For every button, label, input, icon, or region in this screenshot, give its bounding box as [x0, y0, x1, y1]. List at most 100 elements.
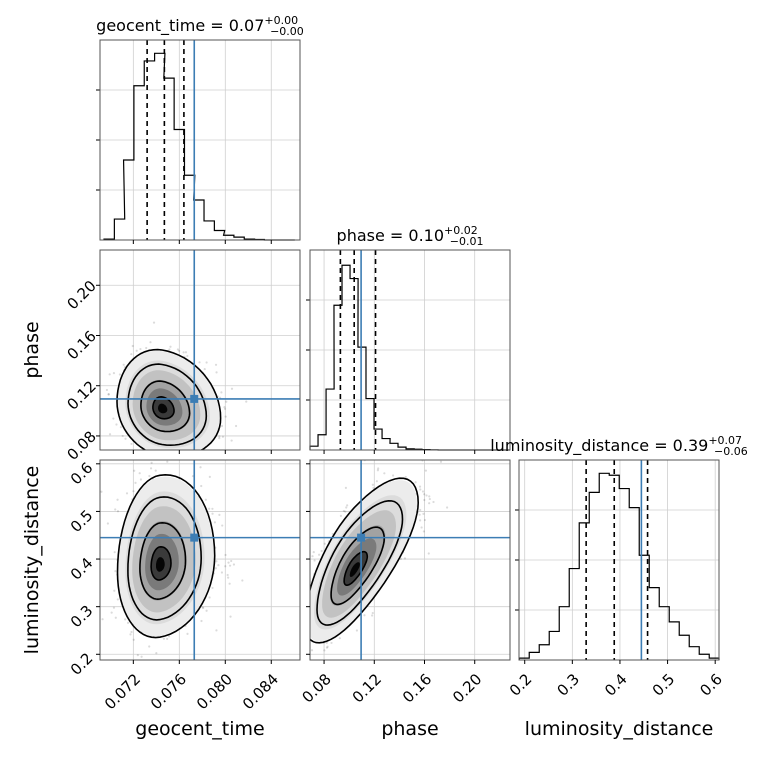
sample-point: [100, 490, 103, 493]
y-axis-label-phase: phase: [21, 321, 43, 378]
sample-point: [420, 526, 423, 529]
sample-point: [126, 621, 130, 624]
sample-point: [205, 361, 208, 364]
sample-point: [230, 439, 233, 442]
sample-point: [422, 512, 425, 516]
sample-point: [200, 484, 203, 488]
sample-point: [112, 606, 116, 609]
sample-point: [215, 371, 218, 374]
sample-point: [305, 600, 307, 602]
contour-line-3: [310, 477, 420, 644]
sample-point: [176, 348, 180, 351]
x-axis-label-geocent_time: geocent_time: [135, 718, 264, 740]
sample-point: [305, 661, 307, 663]
sample-point: [428, 497, 431, 501]
sample-point: [344, 486, 347, 489]
sample-point: [229, 615, 232, 618]
sample-point: [215, 560, 218, 563]
sample-point: [122, 363, 125, 366]
sample-point: [226, 573, 229, 577]
sample-point: [114, 616, 117, 619]
contour-line-3: [116, 473, 216, 639]
sample-point: [423, 493, 426, 496]
sample-point: [425, 494, 428, 497]
sample-point: [323, 649, 326, 652]
sample-point: [445, 506, 449, 509]
panel-title-phase: phase = 0.10+0.02 −0.01: [337, 224, 484, 248]
sample-point: [208, 507, 211, 510]
sample-point: [245, 400, 248, 403]
sample-point: [130, 442, 133, 446]
sample-point: [115, 423, 118, 426]
sample-point: [211, 512, 214, 515]
x-tick-label-luminosity_distance: 0.2: [506, 670, 536, 700]
sample-point: [215, 629, 218, 632]
density-level-6: [349, 562, 360, 577]
sample-point: [303, 629, 305, 631]
sample-point: [208, 596, 211, 599]
sample-point: [185, 452, 187, 454]
x-tick-label-phase: 0.20: [449, 670, 485, 706]
sample-point: [136, 654, 139, 657]
sample-point: [428, 502, 431, 505]
panel-frame: [99, 459, 301, 661]
sample-point: [218, 513, 221, 516]
y-tick-label-luminosity_distance: 0.5: [67, 506, 97, 536]
sample-point: [375, 480, 378, 483]
sample-point: [330, 641, 333, 645]
sample-point: [130, 353, 133, 356]
sample-point: [423, 498, 426, 502]
x-tick-label-luminosity_distance: 0.5: [649, 670, 679, 700]
sample-point: [154, 457, 156, 459]
sample-point: [224, 565, 227, 568]
sample-point: [218, 437, 221, 440]
sample-point: [419, 519, 422, 522]
sample-point: [155, 457, 157, 459]
sample-point: [230, 387, 234, 390]
sample-point: [133, 469, 136, 472]
sample-point: [182, 351, 185, 354]
sample-point: [101, 618, 104, 621]
y-tick-label-phase: 0.12: [63, 377, 99, 413]
title-lower-error: −0.06: [714, 445, 748, 458]
panel-frame: [99, 39, 301, 241]
sample-point: [418, 513, 421, 516]
contour-line-1: [139, 521, 187, 601]
sample-point: [116, 510, 120, 513]
sample-point: [108, 373, 111, 376]
sample-point: [338, 637, 341, 640]
sample-point: [108, 433, 112, 436]
density-level-6: [158, 403, 168, 414]
sample-point: [155, 652, 158, 655]
sample-point: [227, 561, 230, 564]
sample-point: [404, 475, 407, 479]
panel-frame: [309, 249, 511, 451]
density-level-6: [156, 557, 165, 572]
sample-point: [419, 508, 422, 512]
sample-point: [145, 346, 148, 350]
sample-point: [168, 348, 171, 351]
sample-point: [230, 559, 233, 563]
title-upper-error: +0.02: [444, 224, 478, 237]
sample-point: [135, 349, 138, 352]
sample-point: [198, 361, 201, 364]
sample-point: [178, 349, 181, 353]
sample-point: [105, 388, 109, 392]
truth-marker: [190, 394, 199, 403]
sample-point: [418, 485, 422, 488]
sample-point: [432, 500, 435, 504]
sample-point: [130, 630, 133, 634]
y-axis-label-luminosity_distance: luminosity_distance: [21, 466, 43, 655]
sample-point: [113, 551, 116, 554]
x-tick-label-phase: 0.08: [298, 670, 334, 706]
y-tick-label-luminosity_distance: 0.4: [67, 554, 97, 584]
contour-line-2: [127, 363, 208, 447]
x-tick-label-luminosity_distance: 0.3: [554, 670, 584, 700]
sample-point: [225, 400, 228, 403]
sample-point: [139, 347, 142, 351]
sample-point: [134, 481, 137, 484]
sample-point: [139, 478, 143, 481]
sample-point: [203, 367, 206, 371]
sample-point: [342, 509, 345, 513]
sample-point: [138, 472, 141, 475]
